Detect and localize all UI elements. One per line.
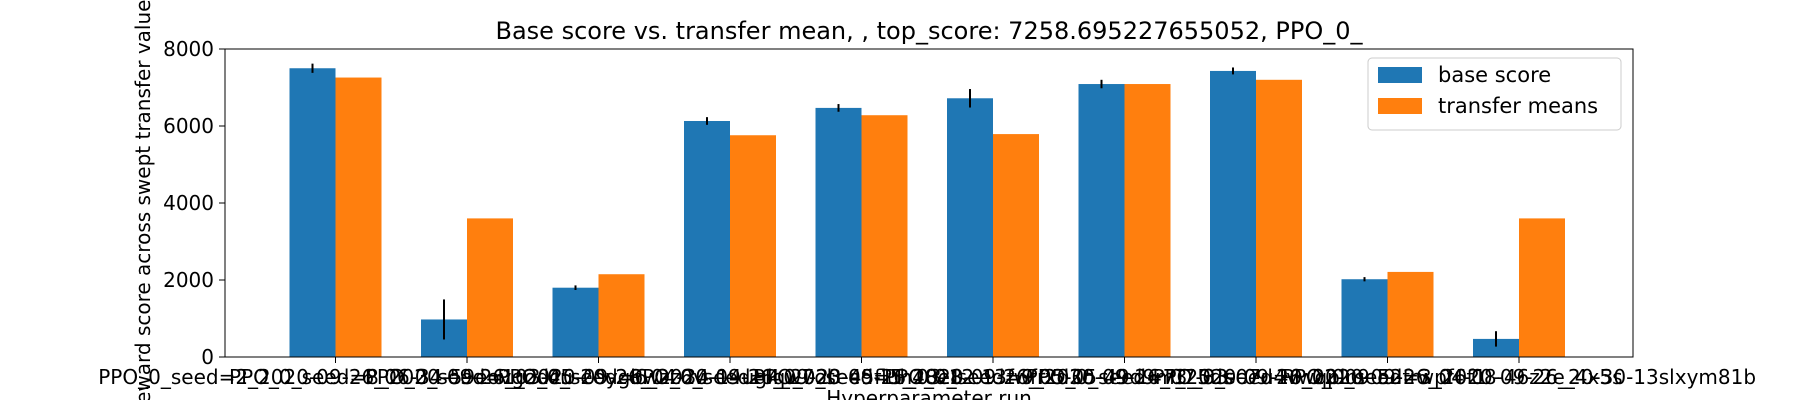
y-axis-ticks: 0 2000 4000 6000 8000 bbox=[163, 37, 225, 369]
transfer-mean-bar-9 bbox=[1519, 218, 1565, 357]
y-tick-label-3: 6000 bbox=[163, 114, 214, 138]
legend-label-0: base score bbox=[1438, 63, 1551, 87]
transfer-mean-bar-4 bbox=[861, 115, 908, 357]
x-tick-label-3: PPO_0_seed=6_2020-09-26_09-23-45fluh48e8 bbox=[497, 365, 962, 389]
legend-box bbox=[1367, 57, 1622, 131]
base-score-bar-0 bbox=[289, 68, 336, 357]
x-tick-label-9: PPO_0_seed=3_2020-09-26_20-30-13slxym81b bbox=[1282, 365, 1756, 389]
x-tick-label-8: PPO_0_seed=0_2020-09-26_04-08-46z2e_4x5s bbox=[1152, 365, 1622, 389]
base-score-bar-8 bbox=[1341, 279, 1388, 357]
legend-label-1: transfer means bbox=[1438, 94, 1598, 118]
x-tick-label-6: PPO_0_seed=9_2020-09-26_07-33-07u4vwqplm bbox=[884, 365, 1365, 389]
base-score-bar-9 bbox=[1473, 338, 1519, 357]
transfer-mean-bar-3 bbox=[730, 135, 776, 357]
y-tick-label-1: 2000 bbox=[163, 268, 214, 292]
x-axis-ticks: PPO_0_seed=2_2020-09-26_06-34-59eovgodcu… bbox=[98, 357, 1756, 389]
x-tick-label-0: PPO_0_seed=2_2020-09-26_06-34-59eovgodcu bbox=[98, 365, 572, 389]
y-tick-label-0: 0 bbox=[201, 345, 214, 369]
y-tick-label-2: 4000 bbox=[163, 191, 214, 215]
transfer-mean-bar-1 bbox=[467, 218, 513, 357]
base-score-bar-3 bbox=[684, 120, 730, 358]
x-tick-label-4: PPO_0_seed=4_2020-09-26_03-12-13fwfrxd3c bbox=[630, 365, 1093, 389]
base-score-bar-5 bbox=[947, 98, 993, 357]
bars-group bbox=[289, 68, 1565, 358]
y-tick-label-4: 8000 bbox=[163, 37, 214, 61]
x-axis-label: Hyperparameter run bbox=[826, 386, 1032, 400]
x-tick-label-2: PPO_0_seed=1_2020-09-26_04-34-14uglqw7ol bbox=[365, 365, 832, 389]
y-axis-label: Reward score across swept transfer value… bbox=[131, 0, 155, 400]
error-bars-group bbox=[311, 63, 1497, 347]
transfer-mean-bar-0 bbox=[335, 77, 382, 358]
x-tick-label-7: PPO_0_seed=7_2020-09-26_02-09-52frwpf6f1 bbox=[1026, 365, 1487, 389]
plot-frame bbox=[224, 48, 1634, 358]
chart-title: Base score vs. transfer mean, , top_scor… bbox=[496, 17, 1364, 45]
transfer-mean-bar-8 bbox=[1387, 271, 1434, 357]
legend: base score transfer means bbox=[1367, 57, 1622, 131]
base-score-bar-4 bbox=[815, 107, 862, 357]
base-score-bar-6 bbox=[1078, 84, 1125, 357]
transfer-mean-bar-5 bbox=[993, 134, 1039, 357]
x-tick-label-1: PPO_0_seed=8_2020-09-26_03-45-20ygbwzz6v bbox=[229, 365, 705, 389]
base-score-bar-7 bbox=[1210, 70, 1256, 357]
transfer-mean-bar-7 bbox=[1256, 79, 1302, 358]
legend-swatch-1 bbox=[1378, 98, 1422, 114]
base-score-bar-2 bbox=[552, 287, 599, 357]
legend-swatch-0 bbox=[1378, 67, 1422, 83]
transfer-mean-bar-2 bbox=[598, 274, 645, 357]
x-tick-label-5: PPO_0_seed=5_2020-09-26_05-05-49d9m3_5ds bbox=[753, 365, 1233, 389]
transfer-mean-bar-6 bbox=[1124, 84, 1171, 357]
